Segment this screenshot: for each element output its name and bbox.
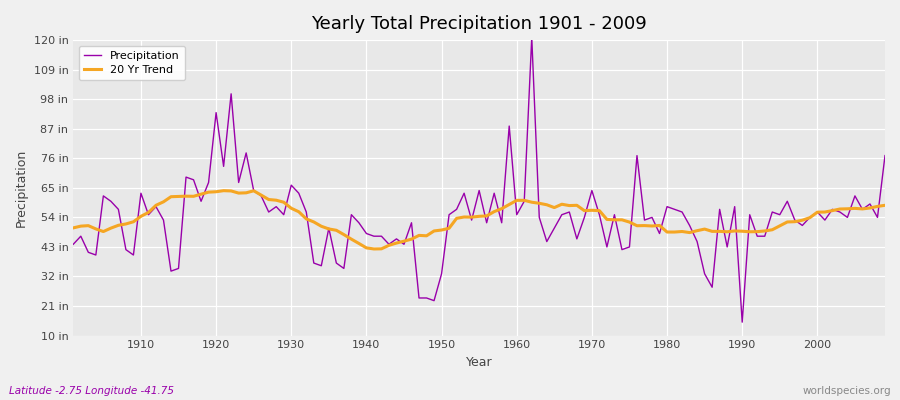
- Precipitation: [504, 124, 515, 128]
- 20 Yr Trend: [346, 237, 356, 242]
- Precipitation: [526, 35, 537, 40]
- Line: Precipitation: Precipitation: [73, 38, 885, 322]
- 20 Yr Trend: [128, 219, 139, 224]
- 20 Yr Trend: [68, 226, 78, 230]
- Text: worldspecies.org: worldspecies.org: [803, 386, 891, 396]
- Precipitation: [128, 253, 139, 258]
- Precipitation: [338, 266, 349, 271]
- Precipitation: [293, 191, 304, 196]
- Y-axis label: Precipitation: Precipitation: [15, 149, 28, 227]
- Precipitation: [511, 212, 522, 217]
- 20 Yr Trend: [616, 218, 627, 222]
- 20 Yr Trend: [368, 246, 379, 251]
- Legend: Precipitation, 20 Yr Trend: Precipitation, 20 Yr Trend: [79, 46, 185, 80]
- X-axis label: Year: Year: [466, 356, 492, 369]
- 20 Yr Trend: [218, 188, 229, 193]
- Text: Latitude -2.75 Longitude -41.75: Latitude -2.75 Longitude -41.75: [9, 386, 174, 396]
- 20 Yr Trend: [526, 200, 537, 205]
- Title: Yearly Total Precipitation 1901 - 2009: Yearly Total Precipitation 1901 - 2009: [311, 15, 647, 33]
- 20 Yr Trend: [518, 198, 529, 203]
- Line: 20 Yr Trend: 20 Yr Trend: [73, 191, 885, 249]
- 20 Yr Trend: [301, 216, 311, 221]
- Precipitation: [737, 320, 748, 324]
- 20 Yr Trend: [879, 203, 890, 208]
- Precipitation: [879, 153, 890, 158]
- Precipitation: [609, 212, 620, 217]
- Precipitation: [68, 242, 78, 247]
